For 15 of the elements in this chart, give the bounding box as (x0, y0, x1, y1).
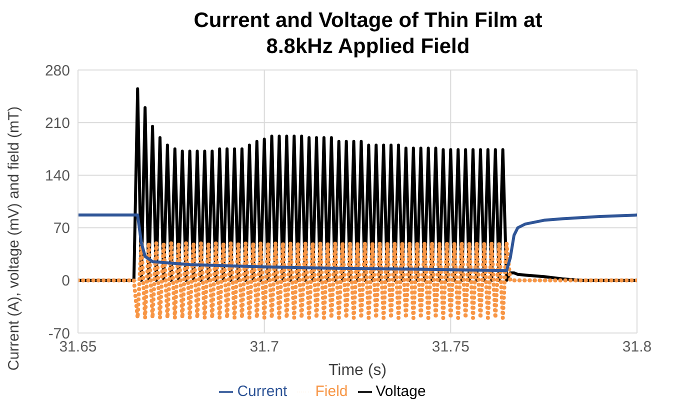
y-tick-label: 210 (44, 114, 70, 132)
y-tick-label: 140 (44, 168, 70, 185)
y-axis-title: Current (A), voltage (mV) and field (mT) (6, 106, 22, 370)
legend-label: Current (237, 383, 288, 400)
x-tick-label: 31.75 (432, 338, 470, 356)
line-series (78, 214, 637, 272)
y-tick-label: 0 (62, 272, 70, 290)
x-tick-label: 31.8 (622, 338, 652, 356)
x-axis-title: Time (s) (328, 362, 387, 379)
x-tick-label: 31.7 (250, 338, 279, 356)
legend-label: Voltage (376, 383, 426, 400)
chart-title: Current and Voltage of Thin Film at 8.8kHz Applied Field (192, 8, 544, 60)
y-tick-label: 280 (44, 62, 70, 80)
y-tick-label: 70 (53, 220, 70, 238)
legend-label: Field (315, 383, 348, 400)
